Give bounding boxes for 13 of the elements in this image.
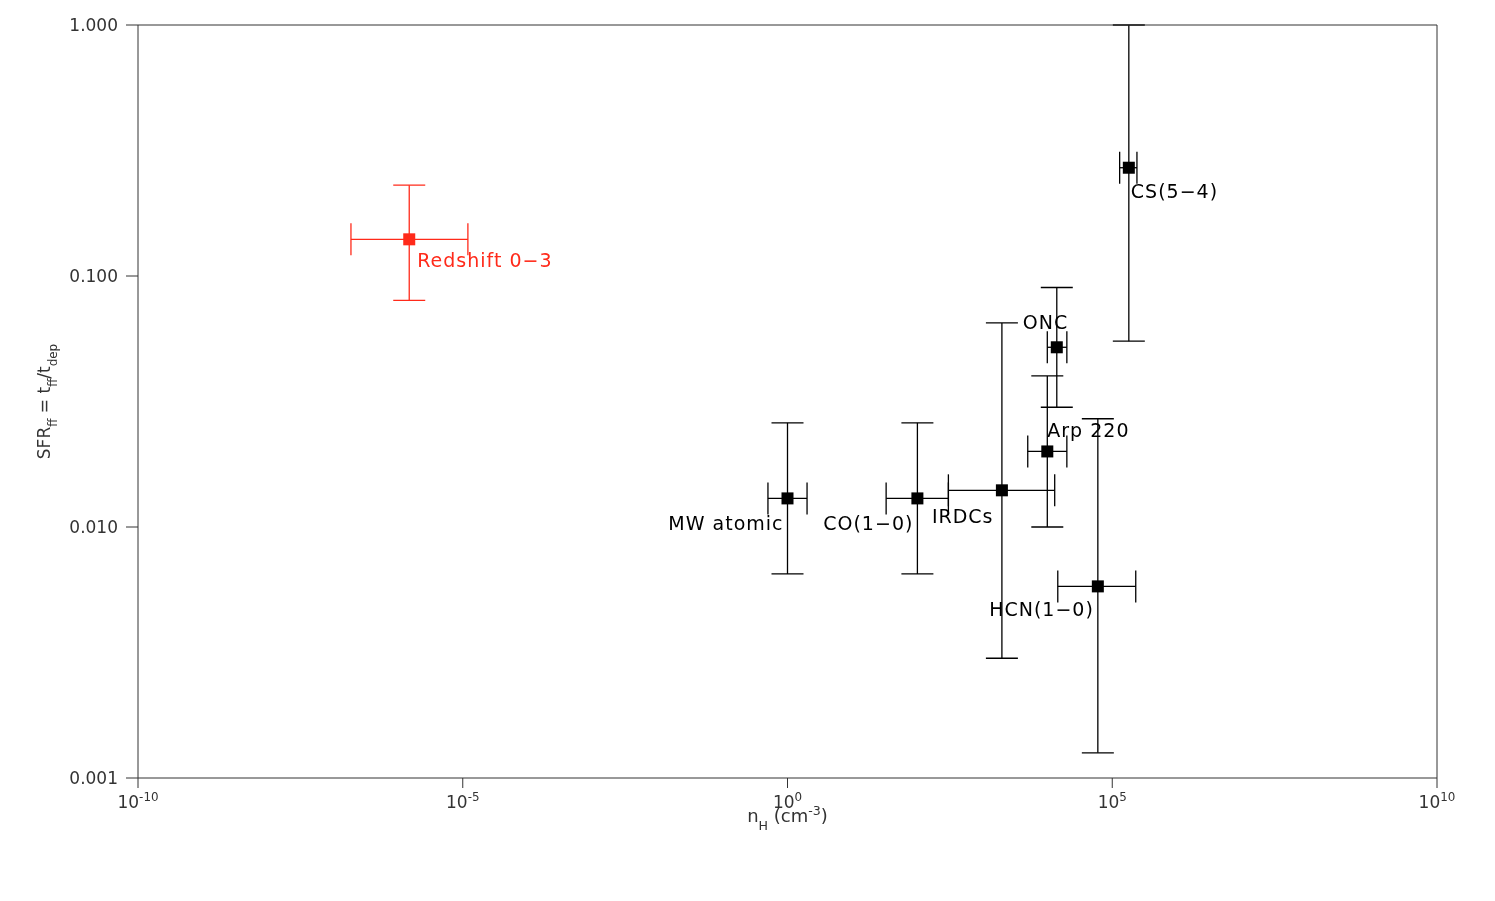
x-tick-label: 10$^{10}$ <box>1418 790 1456 812</box>
annotation: CS(5−4) <box>1130 179 1219 202</box>
annotation: MW atomic <box>668 512 784 535</box>
x-tick-label: 10$^{5}$ <box>1097 790 1127 812</box>
annotation: IRDCs <box>931 505 994 528</box>
y-tick-label: 0.010 <box>69 517 118 537</box>
y-tick-label: 1.000 <box>69 15 118 35</box>
x-tick-label: 10$^{-10}$ <box>117 790 159 812</box>
annotation: CO(1−0) <box>823 512 914 535</box>
y-tick-label: 0.001 <box>69 768 118 788</box>
x-tick-label: 10$^{-5}$ <box>446 790 480 812</box>
annotation: Redshift 0−3 <box>417 249 553 272</box>
y-tick-label: 0.100 <box>69 266 118 286</box>
